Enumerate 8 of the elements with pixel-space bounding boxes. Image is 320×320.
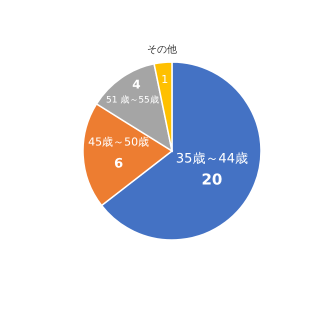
data-label: 4 <box>132 77 141 92</box>
slice-label: その他 <box>146 44 177 56</box>
data-label: 20 <box>202 170 222 189</box>
slice-label: 45歳～50歳 <box>88 136 150 149</box>
slice-label: 35歳～44歳 <box>176 152 248 167</box>
slice-label: 51 歳～55歳 <box>106 94 159 106</box>
data-label: 6 <box>114 156 124 172</box>
data-label: 1 <box>161 73 168 86</box>
